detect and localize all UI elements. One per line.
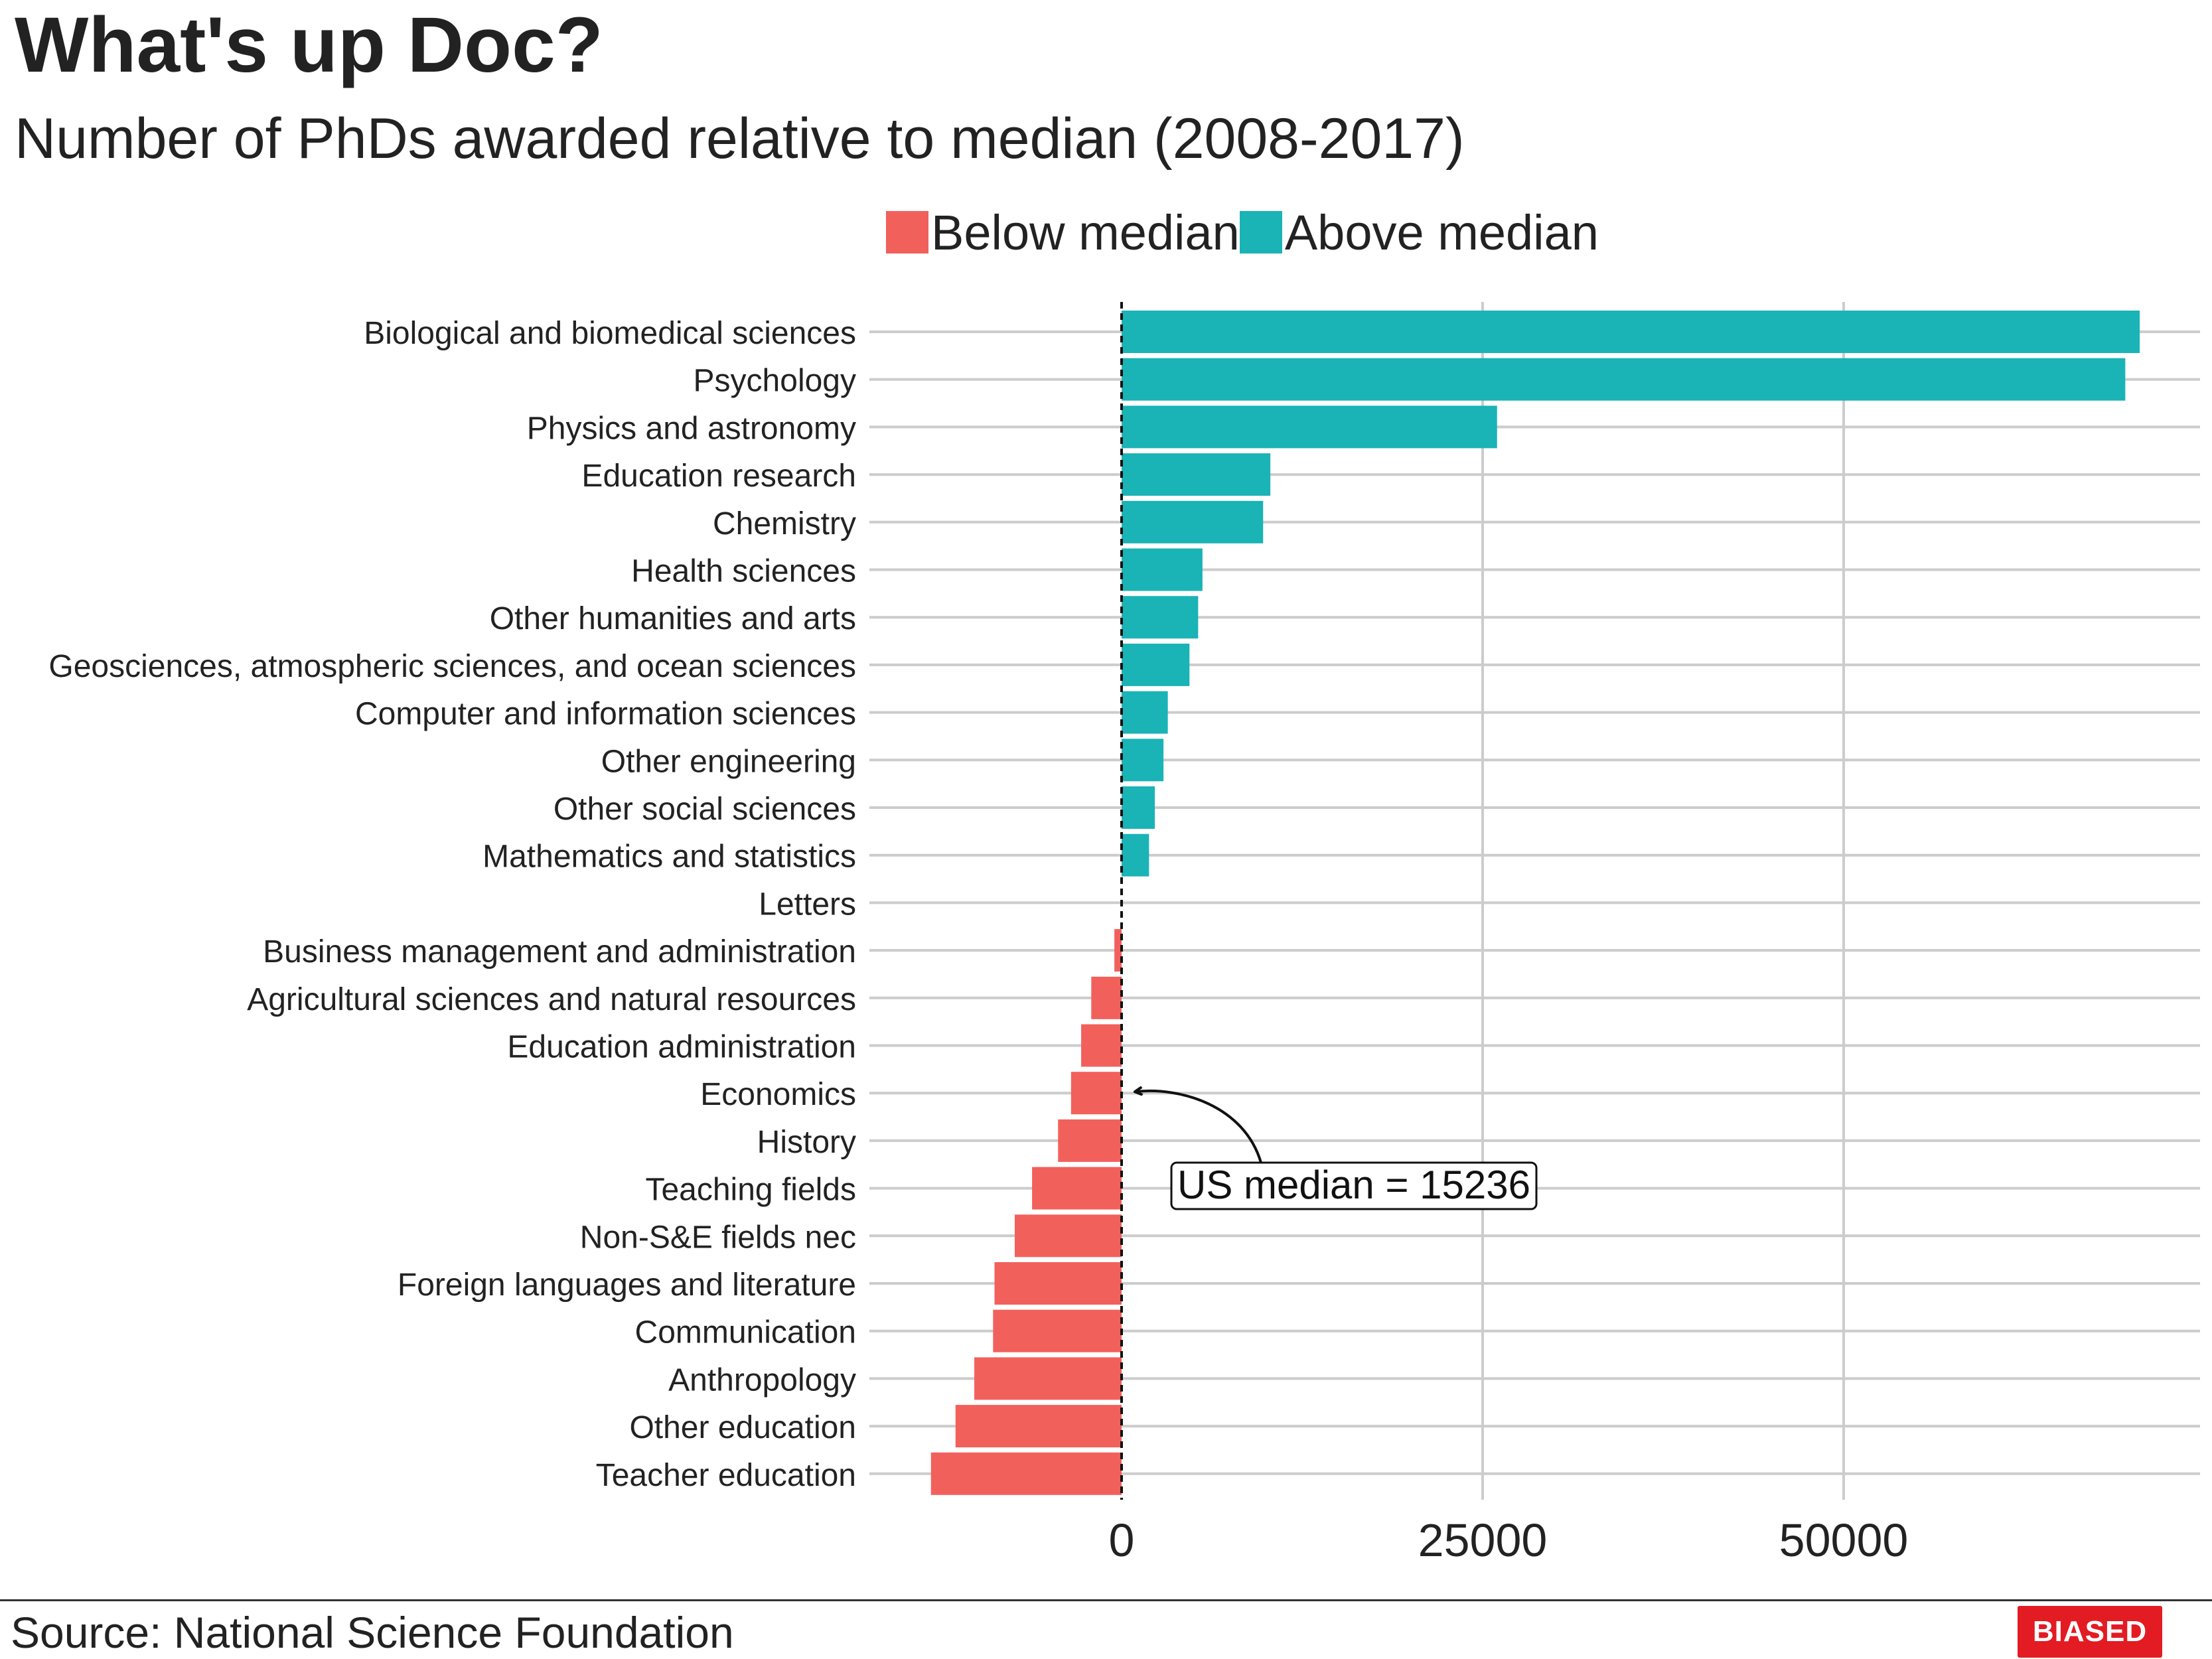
bar bbox=[930, 1452, 1122, 1495]
legend-item-above: Above median bbox=[1239, 204, 1599, 261]
category-label: Communication bbox=[635, 1315, 856, 1350]
bar bbox=[1122, 311, 2140, 353]
bar bbox=[955, 1405, 1122, 1448]
bar bbox=[1032, 1167, 1122, 1210]
category-label: Other social sciences bbox=[553, 792, 856, 827]
legend-swatch-below bbox=[886, 211, 928, 253]
bar bbox=[1014, 1214, 1122, 1258]
category-label: Teaching fields bbox=[645, 1173, 856, 1208]
bar bbox=[993, 1309, 1122, 1352]
median-annotation-arrow bbox=[1135, 1091, 1262, 1163]
category-label: Business management and administration bbox=[263, 934, 856, 970]
category-label: Teacher education bbox=[596, 1458, 856, 1493]
category-label: Foreign languages and literature bbox=[398, 1267, 856, 1303]
bar bbox=[1081, 1024, 1122, 1067]
bar bbox=[1122, 358, 2126, 401]
category-label: Education administration bbox=[507, 1030, 856, 1065]
bar bbox=[1122, 739, 1164, 782]
category-label: Economics bbox=[700, 1077, 856, 1112]
category-label: Other education bbox=[629, 1410, 856, 1445]
median-annotation-box bbox=[1170, 1161, 1538, 1210]
category-label: Psychology bbox=[694, 364, 856, 399]
bar-chart: Biological and biomedical sciences Psycho… bbox=[48, 302, 2200, 1566]
chart-title: What's up Doc? bbox=[15, 1, 603, 89]
bar bbox=[974, 1357, 1122, 1400]
category-label: Physics and astronomy bbox=[527, 411, 856, 446]
legend-item-below: Below median bbox=[886, 204, 1240, 261]
bar bbox=[1122, 786, 1155, 829]
bar bbox=[1058, 1119, 1122, 1162]
legend-swatch-above bbox=[1239, 211, 1282, 253]
bar bbox=[1122, 405, 1497, 449]
category-label: Agricultural sciences and natural resour… bbox=[247, 982, 856, 1017]
x-tick-label: 25000 bbox=[1418, 1514, 1548, 1566]
category-labels: Biological and biomedical sciences Psycho… bbox=[48, 316, 856, 1493]
chart-subtitle: Number of PhDs awarded relative to media… bbox=[15, 107, 1465, 171]
bar bbox=[1122, 643, 1190, 686]
category-label: Education research bbox=[581, 459, 856, 494]
category-label: Anthropology bbox=[668, 1362, 856, 1398]
bar bbox=[1122, 548, 1203, 591]
category-label: Geosciences, atmospheric sciences, and o… bbox=[48, 649, 856, 684]
category-label: Computer and information sciences bbox=[355, 697, 856, 732]
bar bbox=[994, 1262, 1122, 1305]
brand-badge: BIASED bbox=[2018, 1606, 2162, 1658]
bars-layer bbox=[930, 311, 2140, 1495]
x-tick-label: 50000 bbox=[1779, 1514, 1909, 1566]
x-tick-label: 0 bbox=[1109, 1514, 1135, 1566]
source-note: Source: National Science Foundation bbox=[11, 1608, 734, 1657]
category-label: Non-S&E fields nec bbox=[580, 1220, 856, 1255]
legend-label-above: Above median bbox=[1284, 204, 1599, 260]
legend: Below median Above median bbox=[886, 199, 1599, 265]
bar bbox=[1122, 691, 1168, 734]
median-annotation-label: US median = 15236 bbox=[1177, 1163, 1530, 1207]
category-label: Health sciences bbox=[631, 554, 856, 589]
bar bbox=[1122, 833, 1149, 877]
category-label: Letters bbox=[759, 887, 856, 922]
bar bbox=[1070, 1072, 1122, 1115]
category-label: History bbox=[757, 1125, 856, 1160]
bar bbox=[1114, 929, 1122, 972]
legend-label-below: Below median bbox=[931, 204, 1240, 260]
category-label: Mathematics and statistics bbox=[482, 839, 856, 875]
category-label: Other humanities and arts bbox=[490, 601, 856, 636]
category-label: Chemistry bbox=[713, 506, 856, 541]
category-label: Biological and biomedical sciences bbox=[364, 316, 856, 351]
bar bbox=[1122, 453, 1271, 496]
x-axis-tick-labels: 0 25000 50000 bbox=[1109, 1514, 1909, 1566]
bar bbox=[1091, 976, 1122, 1019]
bar bbox=[1122, 500, 1264, 543]
category-label: Other engineering bbox=[601, 744, 856, 779]
bar bbox=[1122, 596, 1199, 639]
footer-divider bbox=[0, 1599, 2212, 1601]
